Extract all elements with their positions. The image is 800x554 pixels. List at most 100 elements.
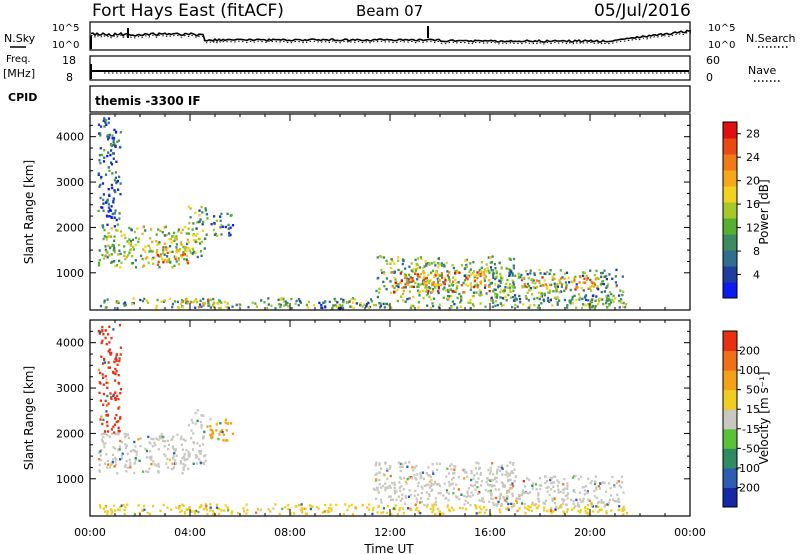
power-colorbar-tick: 20 [746, 175, 760, 188]
velocity-colorbar-segment [723, 331, 737, 352]
xtick-label: 04:00 [174, 526, 206, 539]
power-colorbar-tick: 28 [746, 128, 760, 141]
xtick-label: 20:00 [574, 526, 606, 539]
xtick-label: 00:00 [74, 526, 106, 539]
velocity-colorbar-segment [723, 350, 737, 371]
noise-sky-label: N.Sky [4, 32, 36, 45]
velocity-colorbar-label: Velocity [m s⁻¹] [757, 371, 771, 464]
date-label: 05/Jul/2016 [594, 1, 691, 21]
power-colorbar-segment [723, 266, 737, 283]
power-region-7 [391, 270, 491, 294]
velocity-colorbar-tick: 50 [746, 384, 760, 397]
cpid-label: CPID [8, 91, 37, 104]
power-region-4 [99, 297, 628, 310]
power-ytick-label: 2000 [56, 221, 84, 234]
velocity-ytick-label: 3000 [56, 382, 84, 395]
noise-left-tick-bottom: 10^0 [52, 40, 79, 51]
velocity-colorbar-segment [723, 409, 737, 430]
power-region-8 [490, 268, 625, 303]
cpid-text: themis -3300 IF [95, 94, 201, 108]
power-colorbar-segment [723, 154, 737, 171]
xtick-label: 16:00 [474, 526, 506, 539]
nave-tick-top: 60 [706, 54, 720, 67]
xtick-label: 00:00 [674, 526, 706, 539]
velocity-ytick-label: 2000 [56, 427, 84, 440]
velocity-colorbar: 200 100 50 15 -15 -50 -100 -200 Velocity [m s⁻¹… [722, 330, 771, 508]
power-colorbar-segment [723, 138, 737, 155]
power-region-2 [187, 205, 207, 259]
noise-search-line [90, 31, 692, 45]
station-title: Fort Hays East (fitACF) [92, 1, 284, 21]
power-colorbar-tick: 12 [746, 222, 760, 235]
power-colorbar-label: Power [dB] [757, 179, 771, 244]
velocity-colorbar-segment [723, 370, 737, 391]
power-colorbar-tick: 4 [753, 269, 760, 282]
velocity-panel: 4000 3000 2000 1000 Slant Range [km] 00:00 0… [22, 319, 706, 554]
beam-label: Beam 07 [356, 2, 423, 20]
power-colorbar-tick: 16 [746, 198, 760, 211]
power-colorbar-segment [723, 218, 737, 235]
power-colorbar-segment [723, 234, 737, 251]
velocity-data [97, 324, 629, 516]
power-region-9 [521, 275, 600, 294]
freq-unit-label: [MHz] [3, 67, 35, 80]
noise-search-label: N.Search [746, 32, 796, 45]
power-colorbar-segment [723, 186, 737, 203]
nave-tick-bottom: 0 [706, 71, 713, 84]
velocity-colorbar-tick: -15 [742, 423, 760, 436]
power-colorbar-segment [723, 170, 737, 187]
velocity-region-6 [490, 474, 625, 509]
power-ytick-label: 1000 [56, 267, 84, 280]
velocity-region-3 [98, 503, 629, 516]
velocity-colorbar-tick: -200 [735, 481, 760, 494]
power-region-1 [156, 246, 190, 266]
power-panel: 4000 3000 2000 1000 Slant Range [km] [22, 113, 691, 311]
power-region-3 [205, 212, 235, 237]
power-region-5 [177, 298, 229, 310]
xtick-label: 12:00 [374, 526, 406, 539]
velocity-colorbar-segment [723, 467, 737, 488]
power-colorbar: 28 24 20 16 12 8 4 Power [dB] [722, 121, 771, 299]
power-ytick-label: 4000 [56, 131, 84, 144]
power-data [97, 117, 628, 310]
power-colorbar-segment [723, 282, 737, 299]
velocity-colorbar-segment [723, 389, 737, 410]
velocity-region-2 [206, 418, 235, 442]
velocity-ytick-label: 4000 [56, 337, 84, 350]
velocity-region-5 [372, 461, 518, 507]
power-colorbar-segment [723, 202, 737, 219]
power-colorbar-segment [723, 250, 737, 267]
frequency-panel: Freq. [MHz] 18 8 60 0 Nave [3, 54, 782, 84]
noise-right-tick-top: 10^5 [708, 23, 735, 34]
velocity-region-0 [98, 431, 190, 475]
power-ylabel: Slant Range [km] [22, 160, 36, 264]
velocity-colorbar-tick: 100 [739, 364, 760, 377]
freq-tick-top: 18 [62, 54, 76, 67]
power-region-10 [97, 117, 122, 228]
power-colorbar-segment [723, 122, 737, 139]
velocity-region-1 [187, 409, 207, 465]
cpid-panel: CPID themis -3300 IF [8, 85, 691, 113]
power-ytick-label: 3000 [56, 176, 84, 189]
velocity-colorbar-segment [723, 448, 737, 469]
power-colorbar-tick: 8 [753, 245, 760, 258]
velocity-ytick-label: 1000 [56, 473, 84, 486]
nave-label: Nave [748, 64, 776, 77]
power-region-0 [97, 225, 190, 269]
xaxis-label: Time UT [363, 542, 414, 554]
velocity-region-7 [97, 324, 123, 434]
noise-panel: N.Sky 10^5 10^0 10^5 10^0 N.Search [4, 21, 796, 51]
velocity-colorbar-tick: -50 [742, 442, 760, 455]
velocity-colorbar-segment [723, 428, 737, 449]
freq-tick-bottom: 8 [66, 71, 73, 84]
velocity-colorbar-segment [723, 487, 737, 508]
xtick-label: 08:00 [274, 526, 306, 539]
velocity-ylabel: Slant Range [km] [22, 366, 36, 470]
velocity-region-4 [179, 504, 227, 516]
velocity-colorbar-tick: -100 [735, 462, 760, 475]
freq-label: Freq. [6, 54, 31, 65]
noise-left-tick-top: 10^5 [52, 23, 79, 34]
power-colorbar-tick: 24 [746, 151, 760, 164]
noise-right-tick-bottom: 10^0 [708, 40, 735, 51]
